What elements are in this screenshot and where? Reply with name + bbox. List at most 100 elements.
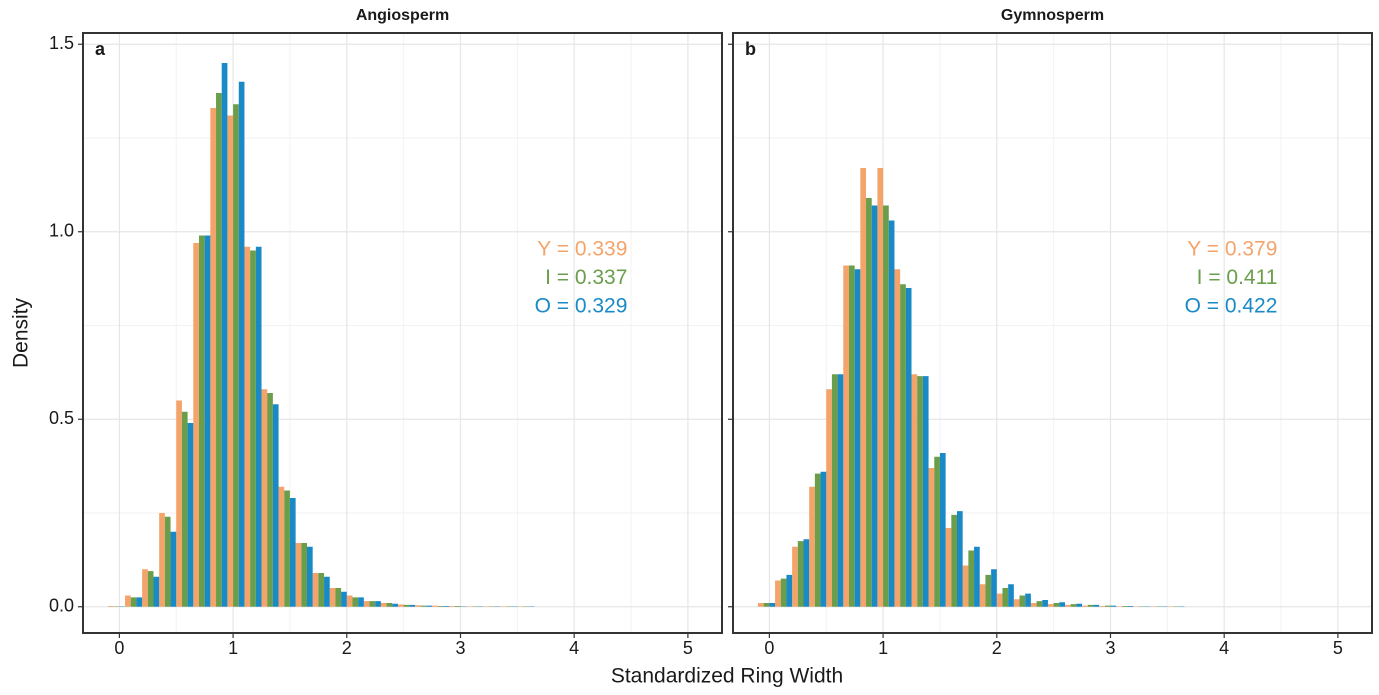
x-tick-label: 0 [764, 638, 774, 658]
bar [261, 389, 268, 607]
panel-tag: b [745, 39, 756, 59]
bar [866, 198, 872, 607]
bar [443, 606, 450, 607]
bar [786, 574, 793, 607]
bar [837, 374, 844, 607]
bar [763, 603, 770, 607]
x-axis-label: Standardized Ring Width [611, 665, 843, 688]
bar [962, 565, 969, 607]
bar [871, 205, 878, 607]
bar [255, 246, 262, 607]
bar [809, 486, 815, 607]
bar [1082, 605, 1088, 607]
bar [1065, 604, 1071, 607]
bar [1030, 603, 1037, 607]
bar [968, 550, 975, 607]
panel-title: Angiosperm [356, 7, 449, 24]
bar [888, 220, 895, 607]
bar [352, 597, 359, 607]
bar [210, 108, 217, 607]
bar [1042, 600, 1048, 607]
bar [187, 423, 194, 607]
annotation: O = 0.422 [1185, 295, 1278, 318]
bar [848, 265, 855, 607]
bar [922, 376, 929, 607]
bar [797, 541, 804, 607]
bar [125, 595, 131, 607]
bar [318, 573, 325, 607]
x-tick-label: 0 [114, 638, 124, 658]
bar [227, 115, 234, 607]
bar [346, 595, 353, 607]
y-axis-label: Density [10, 297, 33, 368]
x-tick-label: 4 [1219, 638, 1229, 658]
bar [233, 104, 239, 607]
bar [306, 546, 313, 607]
bar [877, 168, 884, 607]
x-tick-label: 2 [342, 638, 352, 658]
bar [301, 543, 307, 607]
bar [403, 604, 410, 607]
bar [432, 605, 438, 607]
bar [1008, 584, 1014, 607]
bar [295, 543, 302, 607]
bar [415, 605, 421, 607]
bar [934, 456, 940, 607]
bar [142, 569, 148, 607]
bar [454, 606, 461, 607]
bar [985, 574, 992, 607]
bar [312, 573, 319, 607]
bar [951, 514, 957, 607]
bar [1087, 604, 1094, 607]
bar [1099, 606, 1105, 607]
bar [1076, 603, 1083, 607]
y-tick-label: 0.5 [49, 408, 74, 428]
bar [335, 588, 342, 607]
panel-border [732, 32, 1373, 634]
bar [1025, 593, 1031, 607]
annotation: I = 0.337 [545, 266, 627, 289]
annotation: O = 0.329 [535, 295, 628, 318]
x-tick-label: 1 [228, 638, 238, 658]
panel: Gymnosperm 0 1 2 3 4 5 Y = 0.379 I = 0.411 O = 0.… [728, 7, 1373, 658]
bar [329, 588, 336, 607]
annotation: I = 0.411 [1197, 266, 1278, 289]
bar [409, 604, 416, 607]
bar [1013, 599, 1020, 607]
bar [792, 546, 798, 607]
bar [176, 400, 182, 607]
bar [803, 539, 810, 607]
bar [1019, 595, 1026, 607]
bar [1070, 604, 1077, 607]
bar [108, 606, 114, 607]
panel-title: Gymnosperm [1001, 7, 1104, 24]
bar [979, 584, 986, 607]
bar [956, 511, 963, 607]
bar [267, 393, 273, 607]
bar [386, 603, 393, 607]
bar [1047, 604, 1054, 607]
bar [1059, 602, 1066, 607]
bar [244, 246, 251, 607]
bar [216, 93, 222, 607]
bar [769, 603, 776, 607]
bar [820, 471, 827, 607]
bar [198, 235, 205, 607]
bar [375, 601, 381, 607]
y-tick-label: 0.0 [49, 596, 74, 616]
bar [221, 63, 228, 607]
x-tick-label: 3 [455, 638, 465, 658]
bar [939, 453, 946, 607]
bar [380, 603, 387, 607]
bar [284, 490, 290, 607]
bar [426, 605, 433, 607]
bar [854, 269, 861, 607]
bar [170, 531, 177, 607]
x-tick-label: 4 [569, 638, 579, 658]
bar [860, 168, 867, 607]
bar [193, 243, 199, 607]
bar [238, 81, 245, 607]
y-tick-label: 1.5 [49, 33, 74, 53]
bar [250, 250, 256, 607]
bar [928, 468, 935, 607]
